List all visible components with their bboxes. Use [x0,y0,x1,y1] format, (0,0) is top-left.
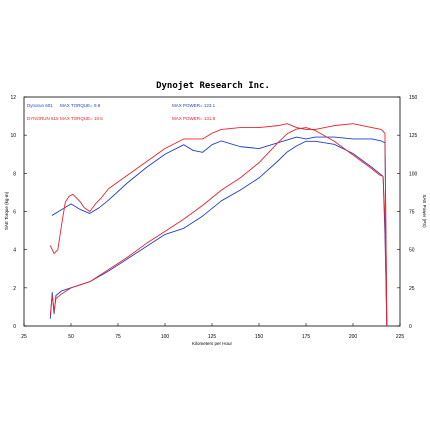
left-y-axis-label: SAE Torque (kg-m) [4,191,9,230]
series-layer [49,123,388,327]
right-y-tick-label: 75 [409,210,415,216]
left-y-tick-label: 0 [13,324,16,330]
power-line-run-601 [49,140,388,327]
left-y-tick-label: 10 [10,133,16,139]
right-y-axis: 0 25 50 75 100 125 150 [397,95,418,330]
x-tick-label: 50 [68,334,74,340]
x-tick-label: 225 [396,334,405,340]
left-y-tick-label: 12 [10,95,16,101]
x-tick-label: 175 [302,334,311,340]
torque-line-run-601 [51,136,388,327]
left-y-tick-label: 4 [13,248,16,254]
left-y-tick-label: 8 [13,171,16,177]
legend-power-2: MAX POWER= 131.8 [172,116,216,121]
x-tick-label: 75 [115,334,121,340]
legend-run-2: DYNORUN 615 [27,116,59,121]
right-y-tick-label: 0 [409,324,412,330]
x-tick-label: 25 [21,334,27,340]
x-axis-label: Kilometers per Hour [192,341,233,346]
left-y-axis: 0 2 4 6 8 10 12 [10,95,27,330]
x-tick-label: 125 [208,334,217,340]
x-tick-label: 200 [349,334,358,340]
right-y-axis-label: SAE Power (PS) [422,194,427,228]
right-y-tick-label: 100 [409,171,418,177]
legend-run-1: Dynorun 601 [27,103,53,108]
power-line-run-615 [49,127,388,327]
right-y-tick-label: 150 [409,95,418,101]
legend-power-1: MAX POWER= 123.1 [172,103,216,108]
x-tick-label: 150 [255,334,264,340]
torque-line-run-615 [49,123,388,327]
legend: Dynorun 601 MAX TORQUE= 9.9 MAX POWER= 1… [27,103,216,121]
legend-torque-1: MAX TORQUE= 9.9 [60,103,101,108]
plot-frame [23,96,401,327]
chart-title: Dynojet Research Inc. [156,80,270,91]
legend-torque-2: MAX TORQUE= 10.6 [60,116,103,121]
right-y-tick-label: 50 [409,248,415,254]
right-y-tick-label: 125 [409,133,418,139]
x-tick-label: 100 [161,334,170,340]
right-y-tick-label: 25 [409,286,415,292]
left-y-tick-label: 2 [13,286,16,292]
x-axis: 25 50 75 100 125 150 175 200 225 [21,323,404,340]
left-y-tick-label: 6 [13,210,16,216]
